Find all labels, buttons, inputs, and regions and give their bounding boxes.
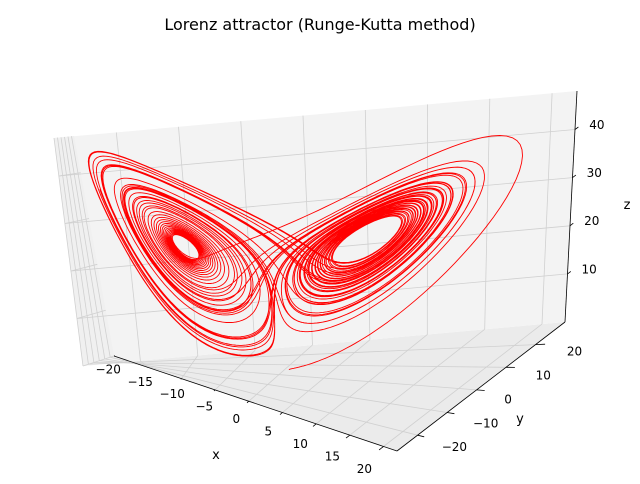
x-tick-label: 0 (232, 412, 240, 426)
y-tick-label: −10 (473, 416, 498, 430)
y-tick-mark (477, 390, 485, 391)
z-axis-label: z (624, 198, 631, 213)
y-axis-label: y (516, 412, 524, 427)
x-tick-mark (313, 424, 316, 427)
x-tick-mark (214, 390, 215, 391)
z-tick-label: 10 (582, 262, 597, 276)
y-tick-label: 10 (536, 369, 551, 383)
y-tick-mark (418, 435, 425, 437)
chart-title: Lorenz attractor (Runge-Kutta method) (164, 15, 475, 34)
x-tick-mark (346, 435, 350, 438)
x-tick-label: 15 (325, 450, 340, 464)
y-tick-mark (447, 413, 454, 414)
x-tick-label: −20 (96, 362, 121, 376)
x-tick-label: 20 (357, 462, 372, 476)
z-tick-label: 20 (584, 214, 599, 228)
y-tick-label: 20 (567, 345, 582, 359)
z-tick-label: 30 (587, 166, 602, 180)
y-tick-label: −20 (442, 440, 467, 454)
x-tick-label: −5 (195, 400, 213, 414)
x-tick-mark (280, 413, 283, 415)
x-tick-label: −10 (160, 387, 185, 401)
x-tick-mark (247, 401, 249, 403)
z-tick-label: 40 (589, 118, 604, 132)
x-tick-label: 5 (264, 425, 272, 439)
x-tick-label: −15 (128, 375, 153, 389)
x-tick-mark (181, 379, 182, 380)
y-tick-label: 0 (504, 392, 512, 406)
x-tick-label: 10 (293, 437, 308, 451)
x-axis-label: x (212, 448, 220, 463)
x-tick-mark (379, 447, 383, 450)
